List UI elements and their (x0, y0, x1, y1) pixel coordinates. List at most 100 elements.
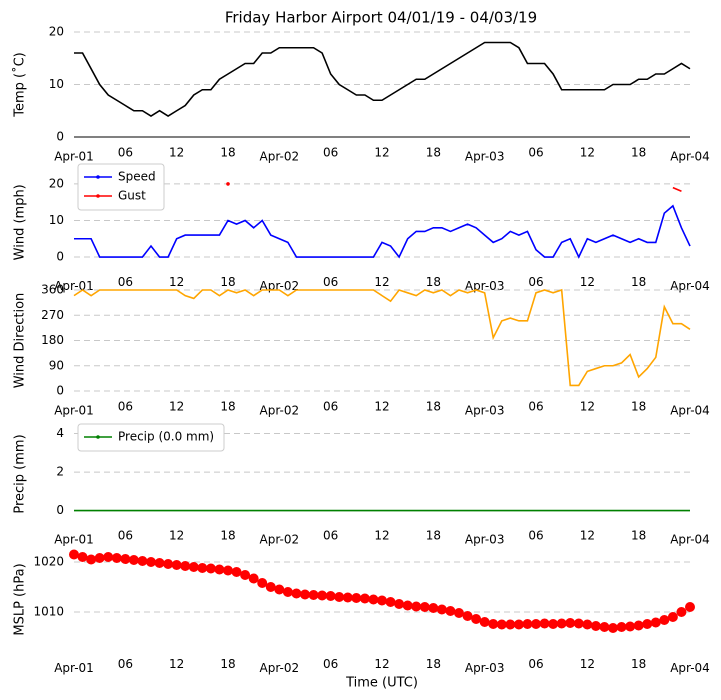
data-point (171, 560, 182, 570)
data-point (240, 570, 251, 580)
data-point (77, 552, 88, 562)
data-point (590, 621, 601, 631)
x-tick-label: Apr-02 (260, 150, 300, 164)
x-tick-label: 12 (169, 657, 184, 671)
y-tick-label: 20 (49, 176, 64, 190)
legend-box (77, 423, 225, 452)
y-tick-label: 0 (56, 130, 64, 144)
x-tick-label: 12 (580, 529, 595, 543)
data-point (128, 555, 139, 565)
x-tick-label: 18 (220, 529, 235, 543)
x-tick-label: Apr-01 (54, 533, 94, 547)
data-point (659, 615, 670, 625)
data-point (608, 623, 618, 633)
data-point (231, 567, 242, 577)
data-line (74, 204, 691, 259)
data-point (633, 620, 644, 631)
x-tick-label: 18 (220, 275, 235, 289)
x-tick-label: 06 (118, 657, 133, 671)
x-tick-label: Apr-01 (54, 404, 94, 418)
data-point (676, 607, 687, 617)
y-axis-label: Wind Direction (13, 293, 28, 389)
data-point (599, 622, 610, 632)
data-point (94, 553, 105, 563)
data-point (548, 619, 559, 629)
data-point (334, 592, 345, 602)
data-point (197, 563, 208, 573)
x-tick-label: Apr-04 (670, 404, 710, 418)
data-point (223, 565, 233, 576)
y-axis-label: MSLP (hPa) (13, 563, 28, 635)
legend-marker (96, 194, 100, 198)
data-point (436, 604, 447, 615)
y-tick-label: 20 (49, 25, 64, 39)
data-point (531, 619, 541, 629)
data-point (394, 599, 405, 609)
x-tick-label: Apr-04 (670, 533, 710, 547)
data-point (385, 597, 396, 607)
x-tick-label: 06 (528, 657, 543, 671)
x-tick-label: 18 (426, 275, 441, 289)
data-point (248, 573, 259, 584)
data-point (146, 557, 156, 567)
data-point (257, 578, 268, 588)
x-tick-label: 18 (426, 657, 441, 671)
x-tick-label: 12 (374, 275, 389, 289)
data-point (505, 619, 516, 630)
x-tick-label: Apr-03 (465, 150, 505, 164)
x-tick-label: 18 (631, 400, 646, 414)
data-point (428, 603, 439, 613)
x-tick-label: 18 (426, 146, 441, 160)
data-point (411, 601, 422, 612)
data-point (488, 619, 499, 629)
x-tick-label: Apr-01 (54, 150, 94, 164)
x-tick-label: 18 (220, 657, 235, 671)
data-point (351, 593, 362, 603)
data-point (496, 619, 507, 630)
x-tick-label: Apr-04 (670, 150, 710, 164)
data-point (359, 593, 370, 604)
x-tick-label: 12 (580, 275, 595, 289)
y-tick-label: 1020 (33, 555, 64, 569)
data-point (471, 614, 482, 624)
x-tick-label: 18 (220, 146, 235, 160)
x-tick-label: 06 (528, 146, 543, 160)
data-point (462, 611, 473, 621)
x-tick-label: 18 (631, 146, 646, 160)
x-tick-label: 06 (528, 529, 543, 543)
y-tick-label: 180 (41, 333, 64, 347)
x-tick-label: Apr-04 (670, 279, 710, 293)
data-point (368, 594, 379, 605)
x-tick-label: 12 (374, 529, 389, 543)
legend-marker (96, 175, 100, 179)
x-tick-label: Apr-01 (54, 661, 94, 675)
x-tick-label: 06 (118, 275, 133, 289)
data-point (616, 622, 627, 632)
x-tick-label: 18 (220, 400, 235, 414)
x-tick-label: 12 (374, 657, 389, 671)
x-tick-label: 12 (169, 400, 184, 414)
y-tick-label: 4 (56, 426, 64, 440)
data-point (291, 588, 302, 599)
y-tick-label: 90 (49, 358, 64, 372)
x-tick-label: Apr-02 (260, 533, 300, 547)
x-tick-label: 06 (528, 400, 543, 414)
y-tick-label: 0 (56, 384, 64, 398)
legend: Speed Gust (77, 163, 165, 211)
x-tick-label: 18 (631, 529, 646, 543)
data-point (300, 589, 310, 600)
legend-label: Precip (0.0 mm) (118, 430, 214, 444)
y-axis-label: Precip (mm) (13, 434, 28, 513)
y-axis-label: Wind (mph) (13, 184, 28, 260)
data-point (556, 618, 567, 629)
x-tick-label: 12 (374, 146, 389, 160)
data-point (120, 554, 131, 564)
data-point (180, 561, 191, 571)
data-point (274, 584, 285, 595)
data-point (325, 591, 336, 601)
data-point (317, 590, 328, 601)
x-tick-label: 12 (169, 529, 184, 543)
legend: Precip (0.0 mm) (77, 423, 225, 452)
x-tick-label: 18 (426, 529, 441, 543)
y-tick-label: 10 (49, 77, 64, 91)
